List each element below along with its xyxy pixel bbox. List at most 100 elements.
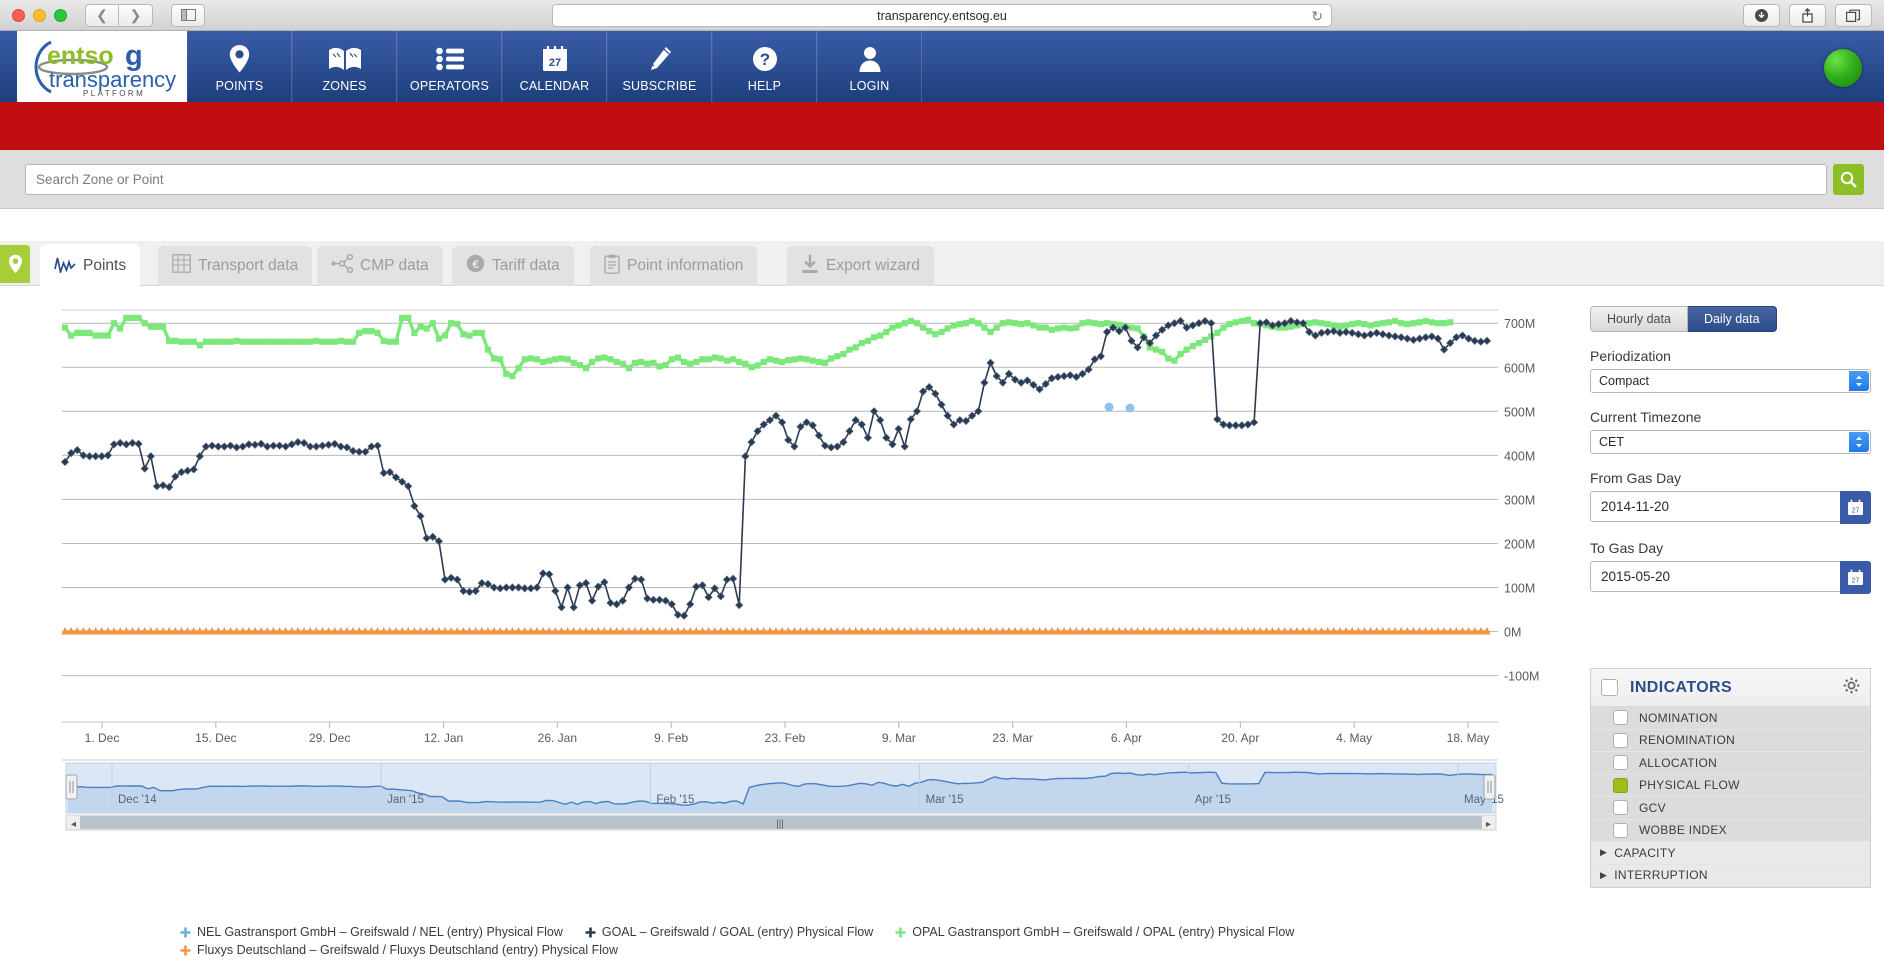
chart-data-point[interactable]: [668, 356, 675, 363]
address-bar[interactable]: transparency.entsog.eu ↻: [552, 4, 1332, 27]
chart-data-point[interactable]: [1152, 346, 1160, 353]
legend-item-nel[interactable]: NEL Gastransport GmbH – Greifswald / NEL…: [180, 925, 563, 939]
chart-data-point[interactable]: [153, 323, 161, 330]
chart-data-point[interactable]: [349, 338, 357, 345]
chart-data-point[interactable]: [208, 627, 216, 635]
chart-data-point[interactable]: [483, 579, 493, 589]
chart-data-point[interactable]: [589, 358, 596, 366]
chart-data-point[interactable]: [374, 329, 381, 337]
timezone-select[interactable]: CET: [1590, 430, 1871, 454]
chart-data-point[interactable]: [232, 443, 241, 452]
chart-data-point[interactable]: [845, 627, 854, 635]
chart-data-point[interactable]: [1176, 316, 1185, 326]
nav-item-points[interactable]: POINTS: [187, 31, 292, 102]
chart-data-point[interactable]: [1023, 627, 1032, 635]
chart-data-point[interactable]: [729, 574, 738, 583]
chart-data-point[interactable]: [815, 627, 823, 635]
chart-data-point[interactable]: [324, 627, 333, 635]
point-pin-tab[interactable]: [0, 245, 30, 283]
chart-data-point[interactable]: [1243, 420, 1253, 429]
chart-data-point[interactable]: [864, 337, 872, 344]
chart-data-point[interactable]: [1048, 627, 1056, 635]
chart-data-point[interactable]: [250, 440, 260, 449]
chart-data-point[interactable]: [398, 477, 407, 486]
chart-data-point[interactable]: [319, 338, 326, 345]
chart-data-point[interactable]: [1410, 320, 1417, 327]
chart-data-point[interactable]: [1152, 627, 1160, 635]
chart-data-point[interactable]: [1164, 627, 1173, 635]
chart-data-point[interactable]: [931, 627, 940, 635]
chart-data-point[interactable]: [1336, 627, 1344, 635]
chart-data-point[interactable]: [1005, 319, 1013, 326]
chart-data-point[interactable]: [355, 627, 364, 635]
chart-data-point[interactable]: [1024, 320, 1031, 327]
chart-data-point[interactable]: [147, 323, 154, 330]
chart-data-point[interactable]: [1342, 627, 1350, 635]
tab-cmp-data[interactable]: CMP data: [317, 246, 443, 286]
chart-data-point[interactable]: [999, 320, 1006, 327]
chart-data-point[interactable]: [172, 337, 179, 344]
chart-data-point[interactable]: [300, 338, 308, 345]
to-gas-day-calendar-icon[interactable]: 27: [1840, 561, 1871, 594]
chart-data-point[interactable]: [61, 627, 69, 635]
chart-data-point[interactable]: [1102, 327, 1112, 337]
chart-data-point[interactable]: [1379, 627, 1387, 635]
chart-data-point[interactable]: [1397, 627, 1405, 635]
chart-data-point[interactable]: [759, 627, 768, 635]
chart-data-point[interactable]: [368, 328, 375, 335]
chart-data-point[interactable]: [692, 627, 701, 635]
chart-data-point[interactable]: [152, 482, 162, 491]
chart-data-point[interactable]: [711, 354, 718, 361]
chart-data-point[interactable]: [686, 600, 695, 609]
chart-data-point[interactable]: [202, 627, 210, 635]
chart-data-point[interactable]: [1287, 323, 1294, 330]
chart-data-point[interactable]: [686, 627, 694, 635]
chart-data-point[interactable]: [1427, 332, 1436, 341]
chart-data-point[interactable]: [962, 627, 970, 635]
chart-data-point[interactable]: [1428, 627, 1436, 635]
chart-data-point[interactable]: [649, 595, 658, 604]
chart-data-point[interactable]: [1311, 627, 1320, 635]
chart-data-point[interactable]: [821, 359, 829, 366]
chart-data-point[interactable]: [582, 365, 590, 372]
chart-data-point[interactable]: [1250, 320, 1258, 327]
maximize-window-button[interactable]: [54, 8, 67, 22]
chart-data-point[interactable]: [656, 363, 663, 370]
chart-data-point[interactable]: [306, 627, 314, 635]
chart-data-point[interactable]: [1464, 627, 1473, 635]
chart-data-point[interactable]: [594, 627, 603, 635]
chart-data-point[interactable]: [710, 584, 719, 593]
chart-data-point[interactable]: [649, 627, 658, 635]
chart-data-point[interactable]: [165, 627, 173, 635]
chart-data-point[interactable]: [258, 338, 265, 345]
chart-data-point[interactable]: [183, 627, 192, 635]
navigator-handle[interactable]: [65, 774, 78, 800]
chart-data-point[interactable]: [373, 441, 382, 450]
left-arrow-icon[interactable]: ◂: [71, 819, 76, 830]
chart-data-point[interactable]: [362, 328, 369, 335]
chart-data-point[interactable]: [1121, 323, 1130, 332]
chart-data-point[interactable]: [625, 627, 633, 635]
chart-data-point[interactable]: [453, 575, 462, 584]
chart-data-point[interactable]: [1281, 324, 1288, 331]
chart-data-point[interactable]: [1030, 322, 1037, 329]
chart-data-point[interactable]: [1103, 320, 1111, 327]
chart-data-point[interactable]: [166, 337, 173, 344]
chart-data-point[interactable]: [337, 627, 345, 635]
chart-data-point[interactable]: [1084, 365, 1093, 374]
chart-data-point[interactable]: [233, 337, 240, 344]
chart-data-point[interactable]: [361, 627, 370, 635]
chart-data-point[interactable]: [1409, 627, 1418, 635]
chart-data-point[interactable]: [1170, 319, 1179, 328]
chart-data-point[interactable]: [889, 324, 896, 331]
chart-data-point[interactable]: [1391, 627, 1399, 635]
chart-data-point[interactable]: [638, 358, 645, 366]
chart-data-point[interactable]: [337, 337, 344, 344]
right-arrow-icon[interactable]: ▸: [1486, 819, 1491, 830]
chart-data-point[interactable]: [1017, 627, 1025, 635]
chart-data-point[interactable]: [925, 382, 934, 392]
chart-data-point[interactable]: [600, 627, 609, 635]
chart-data-point[interactable]: [104, 627, 112, 635]
chart-data-point[interactable]: [533, 627, 541, 635]
chart-data-point[interactable]: [1005, 627, 1013, 635]
